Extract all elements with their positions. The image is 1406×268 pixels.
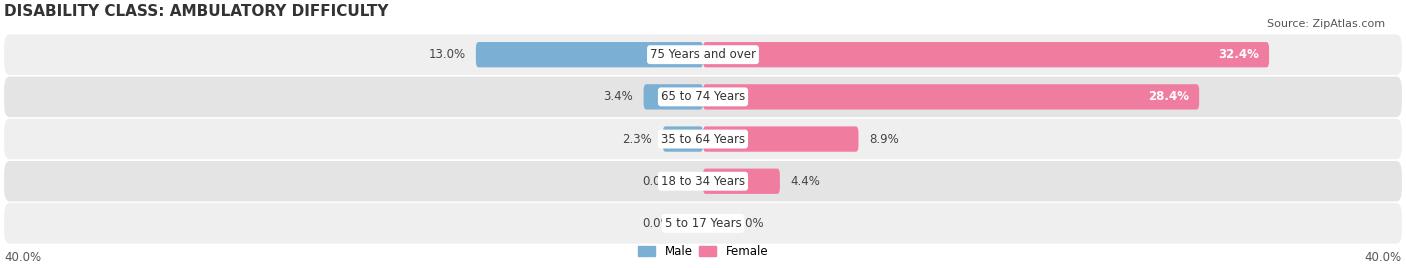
- Text: 3.4%: 3.4%: [603, 90, 633, 103]
- Text: 75 Years and over: 75 Years and over: [650, 48, 756, 61]
- Text: 65 to 74 Years: 65 to 74 Years: [661, 90, 745, 103]
- FancyBboxPatch shape: [4, 119, 1402, 159]
- Text: 0.0%: 0.0%: [734, 217, 763, 230]
- FancyBboxPatch shape: [644, 84, 703, 110]
- FancyBboxPatch shape: [703, 126, 859, 152]
- Text: 35 to 64 Years: 35 to 64 Years: [661, 133, 745, 146]
- Text: Source: ZipAtlas.com: Source: ZipAtlas.com: [1267, 19, 1385, 29]
- Text: 0.0%: 0.0%: [643, 217, 672, 230]
- FancyBboxPatch shape: [703, 42, 1270, 67]
- FancyBboxPatch shape: [475, 42, 703, 67]
- FancyBboxPatch shape: [4, 161, 1402, 202]
- Text: 8.9%: 8.9%: [869, 133, 898, 146]
- Text: 28.4%: 28.4%: [1147, 90, 1188, 103]
- Text: 13.0%: 13.0%: [429, 48, 465, 61]
- Text: 40.0%: 40.0%: [1365, 251, 1402, 264]
- FancyBboxPatch shape: [703, 169, 780, 194]
- Text: 5 to 17 Years: 5 to 17 Years: [665, 217, 741, 230]
- Text: 40.0%: 40.0%: [4, 251, 41, 264]
- Text: 0.0%: 0.0%: [643, 175, 672, 188]
- Text: 2.3%: 2.3%: [623, 133, 652, 146]
- FancyBboxPatch shape: [703, 84, 1199, 110]
- FancyBboxPatch shape: [4, 77, 1402, 117]
- Text: 4.4%: 4.4%: [790, 175, 820, 188]
- Text: 18 to 34 Years: 18 to 34 Years: [661, 175, 745, 188]
- FancyBboxPatch shape: [4, 35, 1402, 75]
- Text: 32.4%: 32.4%: [1218, 48, 1258, 61]
- Legend: Male, Female: Male, Female: [633, 240, 773, 263]
- FancyBboxPatch shape: [4, 203, 1402, 244]
- Text: DISABILITY CLASS: AMBULATORY DIFFICULTY: DISABILITY CLASS: AMBULATORY DIFFICULTY: [4, 4, 388, 19]
- FancyBboxPatch shape: [662, 126, 703, 152]
